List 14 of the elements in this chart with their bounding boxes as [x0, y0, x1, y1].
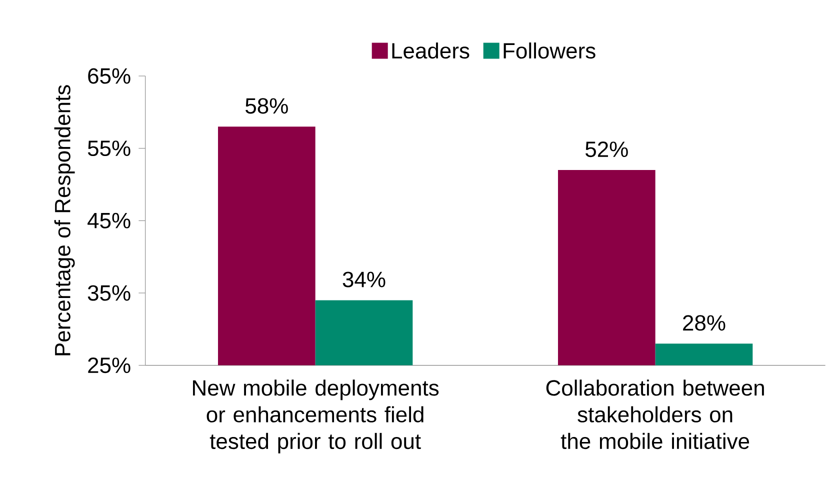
y-tick-label: 55% [88, 140, 130, 156]
x-tick-label: Collaboration between stakeholders on the mobile initiative [546, 380, 764, 450]
legend-label: Leaders [392, 42, 470, 59]
y-tick-label: 35% [88, 285, 130, 301]
legend-label: Followers [504, 42, 596, 59]
y-tick-label: 25% [88, 358, 130, 374]
x-tick-label: New mobile deployments or enhancements field tested prior to roll out [193, 380, 439, 454]
y-tick-label: 65% [88, 68, 130, 84]
y-tick-label: 45% [88, 212, 130, 228]
data-label: 34% [342, 272, 386, 288]
data-label: 52% [586, 142, 628, 158]
y-axis-title: Percentage of Respondents [54, 85, 75, 356]
data-label: 28% [683, 315, 726, 331]
data-label: 58% [246, 98, 288, 114]
